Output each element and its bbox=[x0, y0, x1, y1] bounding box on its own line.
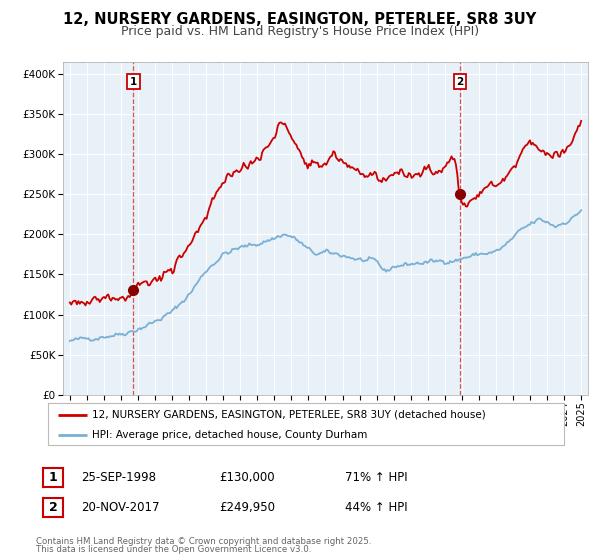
Text: HPI: Average price, detached house, County Durham: HPI: Average price, detached house, Coun… bbox=[92, 430, 367, 440]
Text: 12, NURSERY GARDENS, EASINGTON, PETERLEE, SR8 3UY (detached house): 12, NURSERY GARDENS, EASINGTON, PETERLEE… bbox=[92, 409, 485, 419]
Text: 71% ↑ HPI: 71% ↑ HPI bbox=[345, 470, 407, 484]
Text: 44% ↑ HPI: 44% ↑ HPI bbox=[345, 501, 407, 515]
Text: £130,000: £130,000 bbox=[219, 470, 275, 484]
Text: 25-SEP-1998: 25-SEP-1998 bbox=[81, 470, 156, 484]
Text: 20-NOV-2017: 20-NOV-2017 bbox=[81, 501, 160, 515]
Text: 12, NURSERY GARDENS, EASINGTON, PETERLEE, SR8 3UY: 12, NURSERY GARDENS, EASINGTON, PETERLEE… bbox=[64, 12, 536, 27]
Text: Price paid vs. HM Land Registry's House Price Index (HPI): Price paid vs. HM Land Registry's House … bbox=[121, 25, 479, 38]
Text: 2: 2 bbox=[49, 501, 58, 515]
Text: 2: 2 bbox=[457, 77, 464, 87]
Text: 1: 1 bbox=[130, 77, 137, 87]
Text: 1: 1 bbox=[49, 470, 58, 484]
Text: Contains HM Land Registry data © Crown copyright and database right 2025.: Contains HM Land Registry data © Crown c… bbox=[36, 537, 371, 546]
Text: £249,950: £249,950 bbox=[219, 501, 275, 515]
Text: This data is licensed under the Open Government Licence v3.0.: This data is licensed under the Open Gov… bbox=[36, 545, 311, 554]
